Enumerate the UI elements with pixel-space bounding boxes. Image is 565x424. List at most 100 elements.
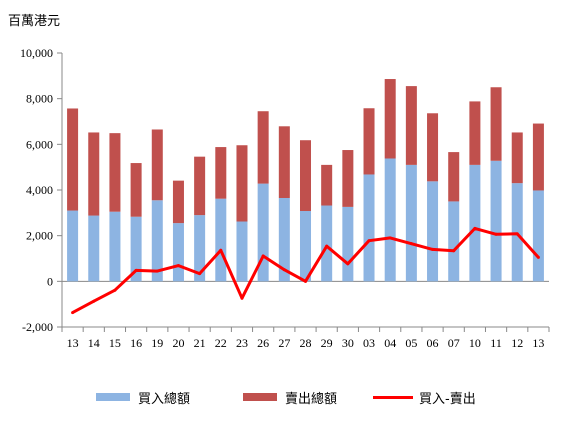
point-net [515, 232, 519, 236]
point-net [71, 311, 75, 315]
x-tick-label: 04 [384, 336, 396, 350]
point-net [325, 244, 329, 248]
bar-buy [299, 211, 312, 282]
y-tick-label: 6,000 [26, 137, 53, 151]
point-net [282, 268, 286, 272]
point-net [240, 296, 244, 300]
y-unit-label: 百萬港元 [8, 14, 61, 29]
bar-buy [405, 164, 417, 282]
point-net [134, 268, 138, 272]
x-tick-label: 27 [278, 336, 290, 350]
point-net [198, 272, 202, 276]
y-tick-label: 2,000 [26, 229, 53, 243]
point-net [92, 299, 96, 303]
y-tick-label: 0 [47, 274, 53, 288]
bar-buy [469, 164, 481, 282]
point-net [304, 279, 307, 283]
bar-buy [236, 221, 248, 282]
x-tick-label: 10 [469, 336, 481, 350]
point-net [261, 254, 265, 258]
point-net [176, 264, 180, 268]
legend-label-sell: 賣出總額 [285, 391, 338, 407]
x-tick-label: 07 [448, 336, 460, 350]
x-tick-label: 05 [405, 336, 417, 350]
bar-sell [172, 180, 184, 224]
bar-sell [236, 145, 248, 222]
x-tick-label: 12 [511, 336, 523, 350]
bar-sell [427, 113, 439, 182]
bar-buy [490, 160, 502, 282]
point-net [536, 255, 540, 259]
bar-buy [215, 198, 227, 282]
x-tick-label: 20 [172, 336, 184, 350]
legend-swatch-buy [96, 393, 130, 401]
x-tick-label: 03 [363, 336, 375, 350]
x-tick-label: 22 [215, 336, 227, 350]
y-tick-label: 10,000 [20, 46, 53, 60]
bar-sell [384, 79, 396, 159]
legend-item-sell: 賣出總額 [243, 386, 337, 408]
y-tick-label: -2,000 [22, 320, 53, 334]
bar-buy [363, 174, 375, 282]
bar-sell [448, 152, 460, 202]
bar-buy [194, 215, 206, 282]
bar-sell [88, 132, 100, 216]
bar-buy [67, 210, 79, 282]
bar-buy [342, 206, 354, 282]
x-tick-label: 29 [321, 336, 333, 350]
bar-sell [299, 140, 312, 212]
x-tick-label: 13 [532, 336, 544, 350]
bar-sell [342, 150, 354, 207]
bar-sell [532, 123, 544, 191]
x-tick-label: 11 [490, 336, 502, 350]
legend-item-buy: 買入總額 [96, 386, 190, 408]
x-tick-label: 14 [88, 336, 100, 350]
x-tick-label: 26 [257, 336, 269, 350]
bar-sell [278, 126, 290, 198]
bar-sell [469, 101, 481, 165]
legend-item-net: 買入-賣出 [373, 386, 476, 408]
bar-buy [109, 211, 121, 282]
bar-sell [511, 132, 523, 184]
point-net [346, 262, 350, 266]
y-tick-label: 4,000 [26, 183, 53, 197]
bar-buy [532, 190, 544, 282]
bar-sell [363, 108, 375, 175]
point-net [219, 248, 223, 252]
bar-buy [427, 181, 439, 282]
bar-buy [151, 200, 163, 282]
bar-buy [257, 183, 269, 282]
x-tick-label: 19 [151, 336, 163, 350]
bar-sell [109, 133, 121, 212]
bar-sell [490, 87, 502, 161]
bar-buy [448, 201, 460, 282]
bar-sell [194, 156, 206, 216]
x-tick-label: 06 [427, 336, 439, 350]
point-net [452, 249, 456, 253]
legend: 買入總額 賣出總額 買入-賣出 [0, 386, 565, 408]
bar-sell [130, 163, 142, 217]
plot-area: -2,000 0 2,000 4,000 6,000 8,000 10,000 13 14 15 1… [20, 46, 550, 350]
bar-buy [130, 216, 142, 282]
bar-buy [384, 158, 396, 282]
bar-sell [405, 86, 417, 165]
bar-sell [215, 147, 227, 199]
bar-buy [511, 183, 523, 282]
x-tick-label: 23 [236, 336, 248, 350]
point-net [367, 239, 371, 243]
x-tick-label: 15 [109, 336, 121, 350]
bar-sell [257, 111, 269, 184]
legend-label-net: 買入-賣出 [419, 391, 476, 407]
legend-swatch-net [373, 395, 413, 399]
x-tick-label: 28 [300, 336, 312, 350]
point-net [388, 236, 392, 240]
bar-sell [67, 108, 79, 211]
bar-buy [278, 197, 290, 282]
point-net [494, 232, 498, 236]
y-tick-label: 8,000 [26, 92, 53, 106]
bar-buy [321, 205, 333, 282]
legend-label-buy: 買入總額 [138, 391, 191, 407]
point-net [113, 288, 117, 292]
legend-swatch-sell [243, 393, 277, 401]
